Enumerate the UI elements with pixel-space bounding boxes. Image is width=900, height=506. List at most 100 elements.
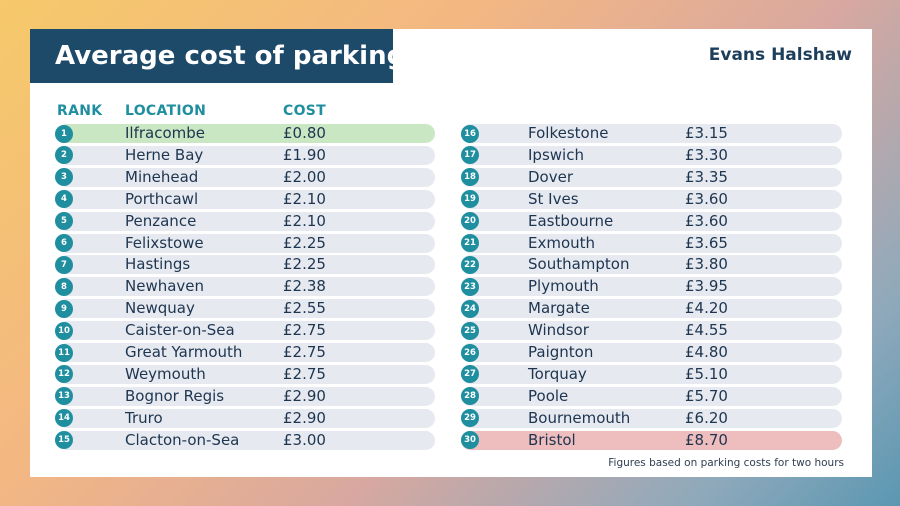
parking-cost: £2.90 (283, 386, 326, 405)
table-row (461, 233, 842, 253)
parking-cost: £5.70 (685, 386, 728, 405)
location-name: Bognor Regis (125, 386, 225, 405)
parking-cost: £3.00 (283, 430, 326, 449)
parking-cost: £4.55 (685, 321, 728, 340)
parking-cost: £3.30 (685, 145, 728, 164)
parking-cost: £2.38 (283, 277, 326, 296)
rank-badge: 14 (55, 409, 73, 428)
table-row (461, 124, 842, 143)
rank-badge: 7 (55, 255, 73, 274)
rank-badge: 30 (461, 431, 479, 450)
parking-cost: £3.15 (685, 124, 728, 142)
table-row (57, 277, 435, 297)
table-row (461, 364, 842, 384)
location-name: Exmouth (528, 233, 596, 252)
rank-badge: 1 (55, 124, 73, 143)
parking-cost: £1.90 (283, 145, 326, 164)
location-name: Herne Bay (125, 145, 204, 164)
location-name: Newhaven (125, 277, 205, 296)
rank-badge: 22 (461, 255, 479, 274)
rank-column-header: RANK (57, 103, 103, 119)
parking-cost: £8.70 (685, 430, 728, 449)
location-name: Poole (528, 386, 569, 405)
parking-cost: £2.55 (283, 299, 326, 318)
location-name: Eastbourne (528, 211, 614, 230)
rank-badge: 18 (461, 168, 479, 187)
table-row (461, 255, 842, 275)
table-row (461, 321, 842, 341)
table-row (461, 408, 842, 428)
rank-badge: 28 (461, 387, 479, 406)
table-row (461, 430, 842, 450)
location-name: Weymouth (125, 364, 206, 383)
location-name: Ipswich (528, 145, 584, 164)
rank-badge: 25 (461, 321, 479, 340)
parking-cost: £2.75 (283, 343, 326, 361)
rank-badge: 11 (55, 343, 73, 362)
footnote: Figures based on parking costs for two h… (608, 457, 844, 469)
rank-badge: 16 (461, 124, 479, 143)
location-name: Newquay (125, 299, 195, 318)
location-name: Windsor (528, 321, 589, 340)
table-row (57, 408, 435, 428)
table-header: RANK LOCATION COST (30, 103, 872, 121)
parking-cost: £5.10 (685, 364, 728, 383)
table-row (461, 167, 842, 187)
parking-cost: £3.35 (685, 167, 728, 186)
rank-badge: 17 (461, 146, 479, 165)
table-row (57, 321, 435, 341)
parking-cost: £2.25 (283, 233, 326, 252)
location-name: Bournemouth (528, 408, 631, 427)
location-name: Dover (528, 167, 573, 186)
location-name: Hastings (125, 255, 191, 274)
table-row (461, 189, 842, 209)
rank-badge: 15 (55, 431, 73, 450)
parking-cost: £2.25 (283, 255, 326, 274)
rank-badge: 6 (55, 234, 73, 252)
location-name: Southampton (528, 255, 630, 274)
table-row (57, 343, 435, 362)
location-name: Plymouth (528, 277, 599, 296)
parking-cost: £2.75 (283, 321, 326, 340)
location-name: Truro (125, 408, 163, 427)
table-row (57, 145, 435, 165)
table-row (57, 430, 435, 450)
rank-badge: 12 (55, 365, 73, 384)
table-row (57, 299, 435, 319)
location-name: Great Yarmouth (125, 343, 243, 361)
table-row (461, 343, 842, 362)
location-name: Caister-on-Sea (125, 321, 235, 340)
location-name: Margate (528, 299, 590, 318)
cost-column-header: COST (283, 103, 327, 119)
rank-badge: 23 (461, 277, 479, 296)
location-name: Minehead (125, 167, 199, 186)
rank-badge: 24 (461, 299, 479, 318)
infographic-card: Average cost of parking Evans Halshaw RA… (30, 29, 872, 477)
table-row (57, 364, 435, 384)
parking-cost: £4.80 (685, 343, 728, 361)
parking-cost: £2.10 (283, 211, 326, 230)
table-row (57, 211, 435, 231)
table-row (461, 277, 842, 297)
rank-badge: 5 (55, 212, 73, 231)
rank-badge: 26 (461, 343, 479, 362)
rank-badge: 29 (461, 409, 479, 428)
rank-badge: 20 (461, 212, 479, 231)
parking-cost: £2.00 (283, 167, 326, 186)
rank-badge: 10 (55, 321, 73, 340)
parking-cost: £3.65 (685, 233, 728, 252)
table-row (461, 211, 842, 231)
rank-badge: 4 (55, 190, 73, 209)
table-row (461, 386, 842, 406)
parking-cost: £2.90 (283, 408, 326, 427)
parking-cost: £2.75 (283, 364, 326, 383)
rank-badge: 8 (55, 277, 73, 296)
table-row (57, 255, 435, 275)
rank-badge: 27 (461, 365, 479, 384)
location-name: Ilfracombe (125, 124, 206, 142)
rank-badge: 19 (461, 190, 479, 209)
location-name: Folkestone (528, 124, 609, 142)
rank-badge: 3 (55, 168, 73, 187)
location-name: Paignton (528, 343, 594, 361)
location-name: Torquay (528, 364, 587, 383)
